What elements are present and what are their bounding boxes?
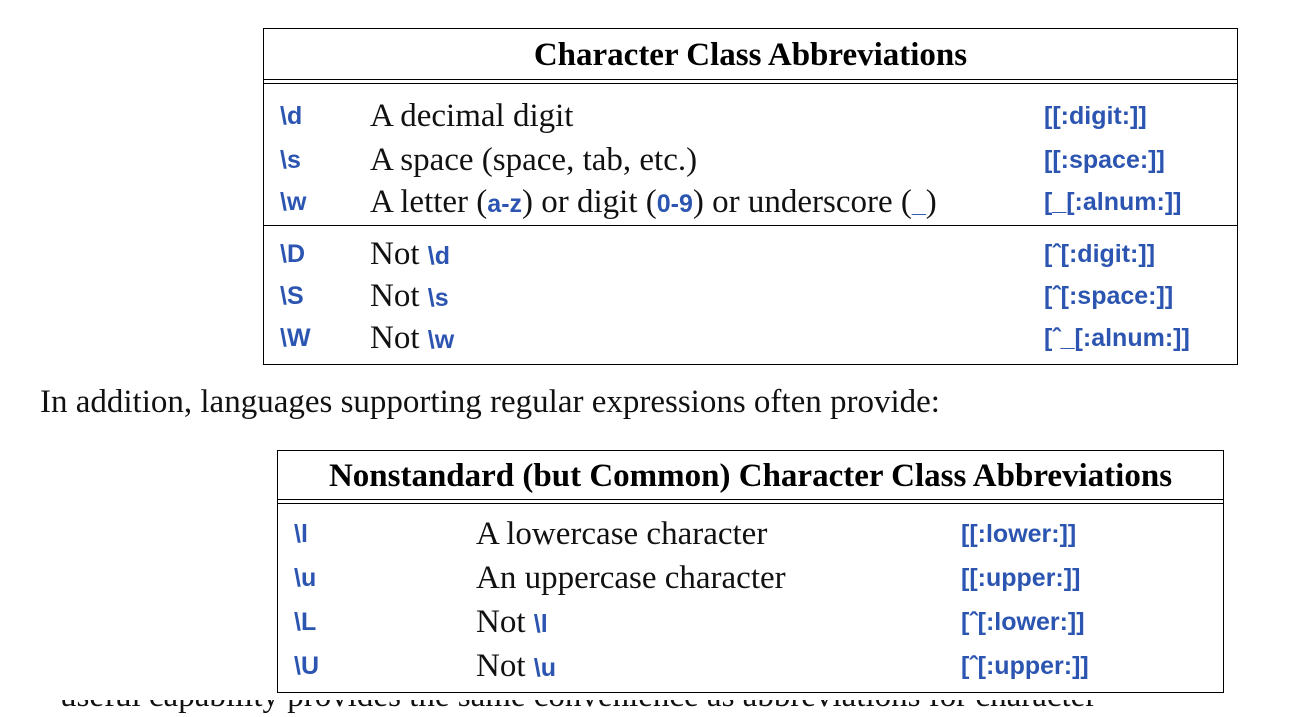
abbreviation-description: Not \l: [476, 601, 548, 645]
table-row: \l A lowercase character [[:lower:]]: [278, 513, 1223, 555]
abbreviation-code: \l: [294, 520, 308, 548]
posix-class: [ˆ_[:alnum:]]: [1044, 324, 1190, 352]
header-divider: [278, 499, 1223, 504]
inline-code: 0-9: [656, 190, 693, 218]
header-divider: [264, 79, 1237, 84]
inline-code: \w: [427, 326, 455, 354]
description-text: A lowercase character: [476, 516, 768, 552]
description-text: Not: [370, 278, 428, 314]
posix-class: [_[:alnum:]]: [1044, 188, 1182, 216]
table-row: \w A letter (a-z) or digit (0-9) or unde…: [264, 181, 1237, 223]
description-text: A letter (: [370, 184, 488, 220]
posix-class: [ˆ[:space:]]: [1044, 282, 1174, 310]
abbreviation-description: An uppercase character: [476, 557, 786, 599]
description-text: An uppercase character: [476, 560, 786, 596]
nonstandard-class-table: Nonstandard (but Common) Character Class…: [277, 450, 1224, 693]
abbreviation-description: Not \s: [370, 275, 449, 319]
abbreviation-description: A space (space, tab, etc.): [370, 139, 697, 181]
posix-class: [[:space:]]: [1044, 146, 1165, 174]
description-text: Not: [370, 320, 428, 356]
abbreviation-code: \d: [280, 102, 303, 130]
description-text: ) or digit (: [522, 184, 657, 220]
table-row: \U Not \u [ˆ[:upper:]]: [278, 645, 1223, 687]
body-paragraph: In addition, languages supporting regula…: [40, 384, 940, 420]
cutoff-text: useful capability provides the same conv…: [60, 700, 1096, 714]
abbreviation-description: A decimal digit: [370, 95, 573, 137]
cutoff-text-line: useful capability provides the same conv…: [60, 700, 1210, 717]
table-title: Character Class Abbreviations: [533, 37, 968, 73]
description-text: Not: [476, 648, 534, 684]
table-row: \S Not \s [ˆ[:space:]]: [264, 275, 1237, 317]
description-text: ): [925, 184, 937, 220]
inline-code: \d: [427, 242, 450, 270]
abbreviation-code: \L: [294, 608, 317, 636]
description-text: A decimal digit: [370, 98, 574, 134]
description-text: Not: [370, 236, 428, 272]
description-text: A space (space, tab, etc.): [370, 142, 698, 178]
inline-code: \l: [533, 610, 548, 638]
table-row: \L Not \l [ˆ[:lower:]]: [278, 601, 1223, 643]
description-text: ) or underscore (: [692, 184, 912, 220]
abbreviation-code: \w: [280, 188, 307, 216]
description-text: Not: [476, 604, 534, 640]
inline-code: \s: [427, 284, 449, 312]
inline-code: \u: [533, 654, 556, 682]
abbreviation-code: \U: [294, 652, 319, 680]
posix-class: [[:digit:]]: [1044, 102, 1147, 130]
abbreviation-description: Not \u: [476, 645, 556, 689]
abbreviation-code: \D: [280, 240, 305, 268]
table-row: \D Not \d [ˆ[:digit:]]: [264, 233, 1237, 275]
abbreviation-code: \u: [294, 564, 317, 592]
table-title: Nonstandard (but Common) Character Class…: [328, 458, 1173, 494]
abbreviation-description: Not \w: [370, 317, 454, 361]
abbreviation-description: A lowercase character: [476, 513, 767, 555]
character-class-table: Character Class Abbreviations \d A decim…: [263, 28, 1238, 365]
abbreviation-code: \W: [280, 324, 311, 352]
table-row: \W Not \w [ˆ_[:alnum:]]: [264, 317, 1237, 359]
posix-class: [[:lower:]]: [961, 520, 1077, 548]
abbreviation-description: A letter (a-z) or digit (0-9) or undersc…: [370, 181, 937, 225]
posix-class: [ˆ[:lower:]]: [961, 608, 1085, 636]
table-row: \d A decimal digit [[:digit:]]: [264, 95, 1237, 137]
table-row: \s A space (space, tab, etc.) [[:space:]…: [264, 139, 1237, 181]
inline-code: _: [911, 190, 926, 218]
posix-class: [[:upper:]]: [961, 564, 1081, 592]
abbreviation-code: \s: [280, 146, 301, 174]
inline-code: a-z: [487, 190, 523, 218]
group-divider: [264, 225, 1237, 226]
table-row: \u An uppercase character [[:upper:]]: [278, 557, 1223, 599]
posix-class: [ˆ[:upper:]]: [961, 652, 1089, 680]
posix-class: [ˆ[:digit:]]: [1044, 240, 1156, 268]
abbreviation-code: \S: [280, 282, 304, 310]
abbreviation-description: Not \d: [370, 233, 450, 277]
